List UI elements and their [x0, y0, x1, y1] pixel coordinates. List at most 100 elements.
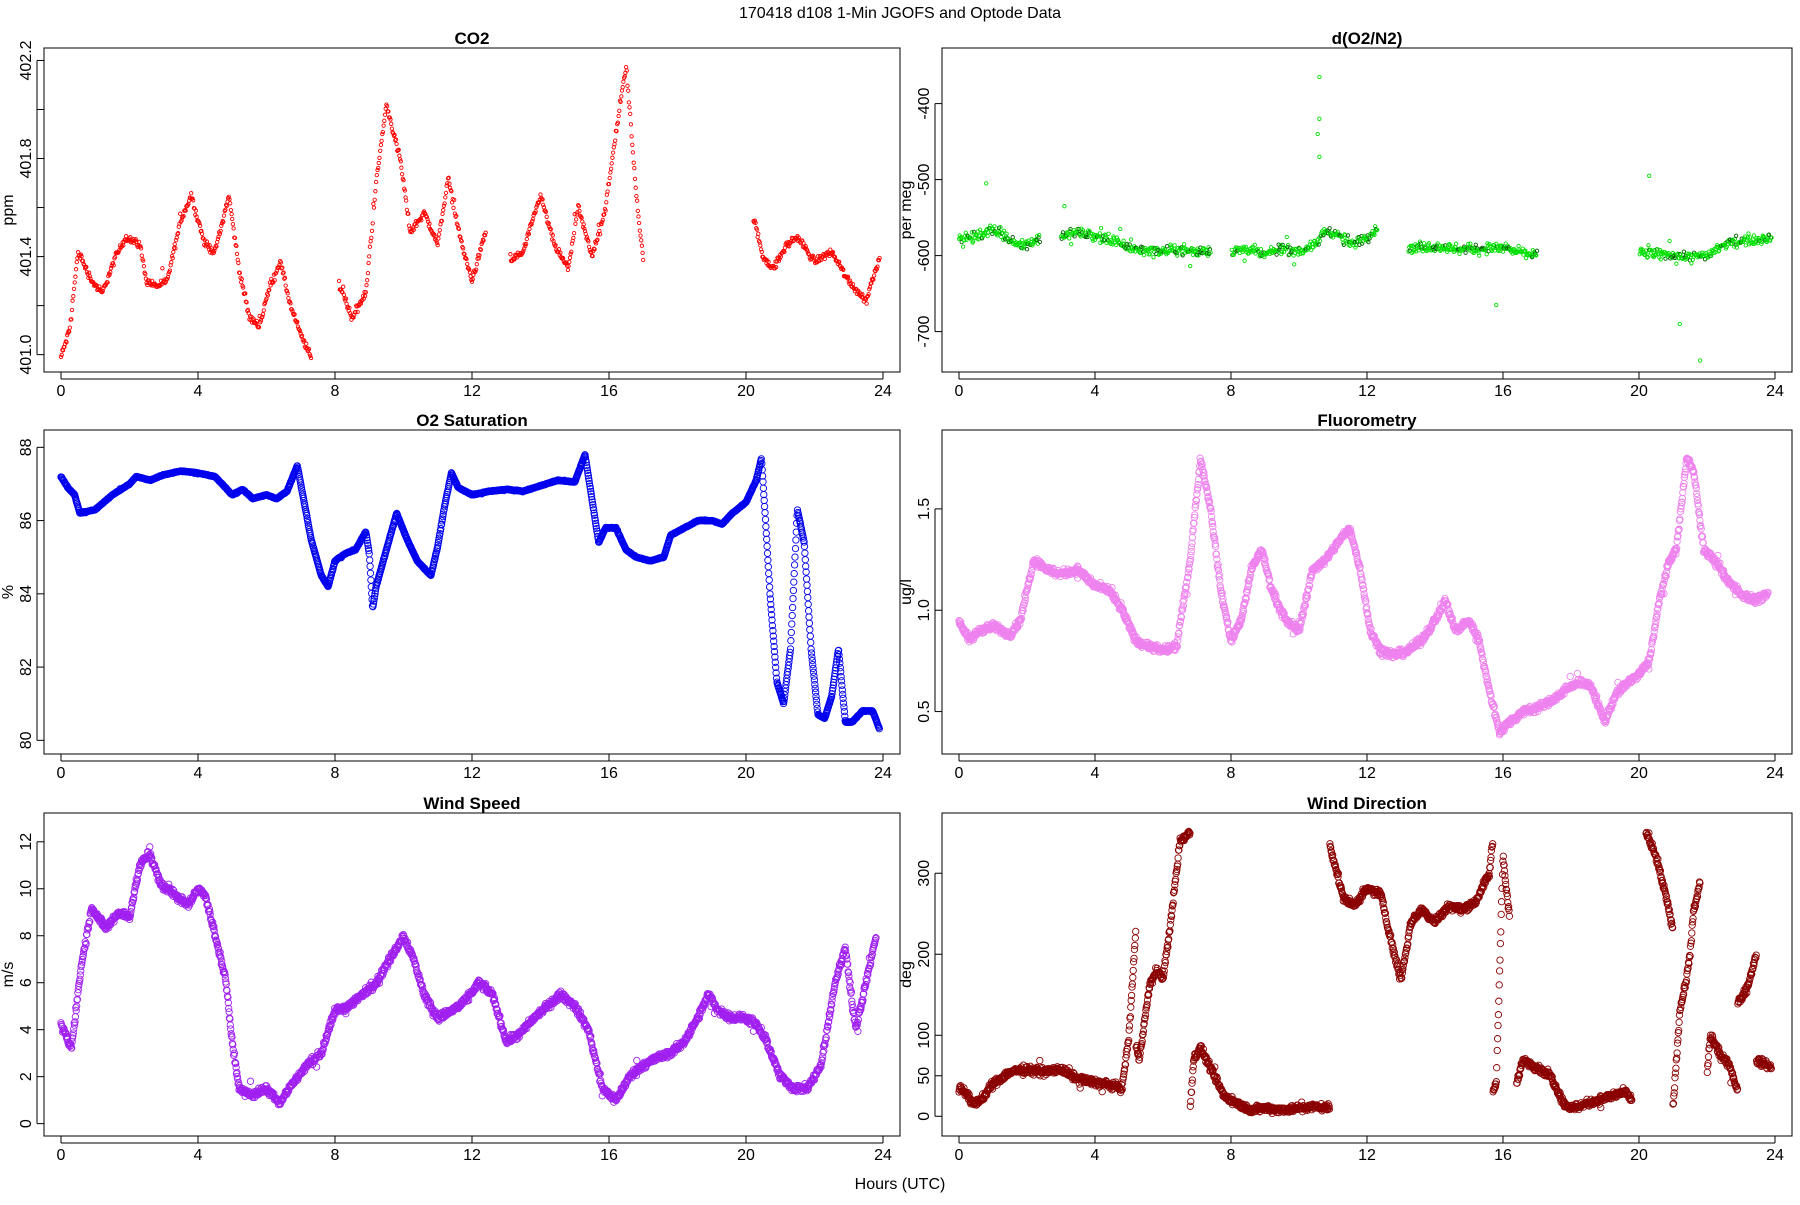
- data-point: [1744, 244, 1747, 247]
- data-point: [633, 166, 636, 169]
- data-point: [802, 557, 808, 563]
- data-point: [761, 503, 767, 509]
- data-point: [475, 263, 478, 266]
- data-point: [371, 222, 374, 225]
- data-point: [452, 206, 455, 209]
- data-point: [1454, 242, 1457, 245]
- data-point: [1318, 155, 1321, 158]
- data-point: [379, 143, 382, 146]
- data-points: [59, 65, 881, 359]
- x-tick-label: 12: [1358, 765, 1376, 782]
- data-point: [611, 151, 614, 154]
- data-point: [614, 139, 617, 142]
- data-point: [762, 516, 768, 522]
- x-tick-label: 16: [600, 383, 618, 400]
- x-tick-label: 8: [1227, 383, 1236, 400]
- panel-title: d(O2/N2): [1332, 29, 1403, 48]
- data-point: [1647, 244, 1650, 247]
- data-point: [1293, 263, 1296, 266]
- data-point: [1243, 259, 1246, 262]
- data-point: [641, 251, 644, 254]
- y-axis-label: per meg: [898, 181, 915, 240]
- data-point: [806, 620, 812, 626]
- data-point: [231, 217, 234, 220]
- data-point: [637, 221, 640, 224]
- x-tick-label: 20: [737, 383, 755, 400]
- x-tick-label: 0: [955, 765, 964, 782]
- data-point: [437, 233, 440, 236]
- data-point: [337, 279, 340, 282]
- data-point: [766, 584, 772, 590]
- data-point: [436, 243, 439, 246]
- data-point: [367, 261, 370, 264]
- data-point: [1069, 227, 1072, 230]
- data-point: [598, 229, 601, 232]
- x-tick-label: 20: [1630, 383, 1648, 400]
- y-tick-label: 0.5: [916, 700, 933, 722]
- data-point: [574, 222, 577, 225]
- data-point: [807, 633, 813, 639]
- y-tick-label: -500: [916, 163, 933, 195]
- data-point: [638, 229, 641, 232]
- data-point: [531, 217, 534, 220]
- data-point: [509, 253, 512, 256]
- x-tick-label: 8: [331, 383, 340, 400]
- data-point: [639, 234, 642, 237]
- x-tick-label: 20: [1630, 765, 1648, 782]
- y-tick-label: -400: [916, 87, 933, 119]
- data-point: [383, 119, 386, 122]
- data-point: [790, 595, 796, 601]
- data-point: [441, 212, 444, 215]
- data-points: [58, 452, 883, 732]
- data-point: [1648, 174, 1651, 177]
- data-point: [309, 356, 312, 359]
- data-point: [766, 570, 772, 576]
- data-point: [68, 326, 71, 329]
- data-point: [764, 536, 770, 542]
- data-point: [1735, 234, 1738, 237]
- y-tick-label: 86: [18, 512, 35, 530]
- data-point: [1021, 238, 1024, 241]
- data-point: [624, 65, 627, 68]
- data-point: [442, 209, 445, 212]
- data-point: [628, 106, 631, 109]
- data-point: [525, 237, 528, 240]
- data-point: [1747, 232, 1750, 235]
- data-point: [1316, 132, 1319, 135]
- data-point: [627, 89, 630, 92]
- data-point: [804, 582, 810, 588]
- data-point: [636, 209, 639, 212]
- data-point: [801, 543, 807, 549]
- data-point: [760, 485, 766, 491]
- data-point: [1259, 247, 1262, 250]
- data-point: [632, 161, 635, 164]
- data-point: [407, 224, 410, 227]
- data-point: [74, 275, 77, 278]
- plot-frame: [44, 430, 900, 754]
- data-point: [617, 114, 620, 117]
- data-point: [367, 563, 373, 569]
- data-point: [791, 570, 797, 576]
- data-point: [369, 240, 372, 243]
- data-point: [762, 510, 768, 516]
- data-point: [791, 562, 797, 568]
- data-point: [1690, 262, 1693, 265]
- data-point: [605, 201, 608, 204]
- data-point: [142, 265, 145, 268]
- x-tick-label: 4: [194, 765, 203, 782]
- data-point: [1668, 239, 1671, 242]
- data-point: [379, 149, 382, 152]
- data-point: [1070, 243, 1073, 246]
- data-point: [766, 577, 772, 583]
- data-point: [73, 281, 76, 284]
- y-axis-label: ug/l: [898, 579, 915, 605]
- data-point: [568, 256, 571, 259]
- data-point: [1129, 238, 1132, 241]
- data-point: [179, 212, 182, 215]
- data-point: [629, 123, 632, 126]
- data-point: [400, 166, 403, 169]
- data-point: [1678, 322, 1681, 325]
